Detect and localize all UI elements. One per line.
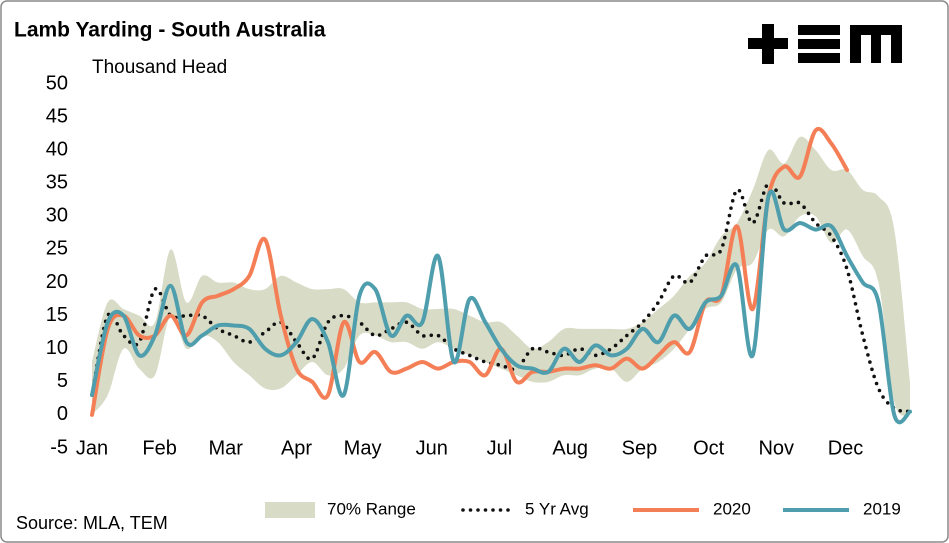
y-tick-label: -5 — [50, 436, 68, 458]
chart-title: Lamb Yarding - South Australia — [14, 19, 326, 42]
x-tick-label: May — [344, 437, 382, 459]
legend-label: 2019 — [863, 499, 901, 518]
x-tick-label: Aug — [552, 437, 588, 459]
y-tick-label: 30 — [46, 205, 68, 227]
x-tick-label: Mar — [208, 437, 243, 459]
x-tick-label: Jul — [487, 437, 513, 459]
x-tick-label: Dec — [828, 437, 864, 459]
series-line — [90, 127, 850, 417]
y-tick-label: 45 — [46, 105, 68, 127]
y-tick-label: 50 — [46, 72, 68, 94]
y-tick-label: 10 — [46, 337, 68, 359]
y-tick-label: 5 — [57, 370, 68, 392]
y-tick-label: 35 — [46, 172, 68, 194]
x-tick-label: Feb — [142, 437, 176, 459]
x-tick-label: Jan — [76, 437, 108, 459]
legend-label: 2020 — [713, 499, 751, 518]
series-line — [90, 189, 912, 425]
plot-area: -5 0 5 10 15 20 25 30 35 40 45 50 Jan Feb Mar Apr May Jun… — [46, 72, 912, 459]
chart-subtitle: Thousand Head — [92, 57, 227, 78]
x-tick-label: Apr — [281, 437, 312, 459]
y-tick-label: 15 — [46, 304, 68, 326]
x-tick-label: Sep — [622, 437, 658, 459]
source-note: Source: MLA, TEM — [16, 513, 168, 533]
legend-label: 70% Range — [327, 499, 416, 518]
x-tick-label: Jun — [416, 437, 448, 459]
y-tick-label: 25 — [46, 238, 68, 260]
y-tick-label: 40 — [46, 138, 68, 160]
y-tick-label: 20 — [46, 271, 68, 293]
y-tick-label: 0 — [57, 403, 68, 425]
legend-label: 5 Yr Avg — [525, 499, 589, 518]
x-tick-label: Nov — [758, 437, 794, 459]
range-band — [92, 136, 910, 416]
legend: 70% Range 5 Yr Avg 2020 2019 — [265, 499, 901, 518]
legend-swatch — [265, 502, 315, 518]
logo — [748, 24, 902, 64]
x-tick-label: Oct — [693, 437, 725, 459]
